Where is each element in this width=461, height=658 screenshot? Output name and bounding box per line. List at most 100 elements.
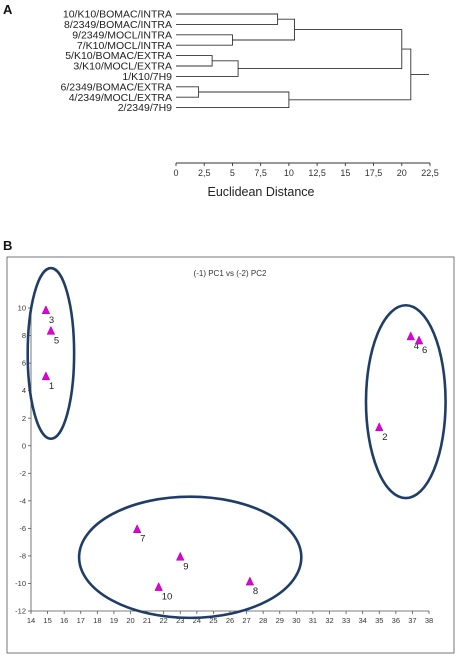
scatter-y-tick-label: 10 [18, 304, 26, 313]
dendrogram-tick-label: 15 [340, 168, 350, 178]
dendrogram-link [232, 18, 295, 41]
dendrogram-tick-label: 22,5 [421, 168, 439, 178]
scatter-x-tick-label: 27 [242, 616, 250, 625]
dendrogram-x-axis: 0 2,5 5 7,5 10 12,5 15 17,5 20 22,5 [173, 162, 439, 178]
dendrogram-link [176, 91, 290, 109]
scatter-x-tick-label: 20 [126, 616, 134, 625]
scatter-plot: (-1) PC1 vs (-2) PC2 1086420-2-4-6-8-10-… [15, 266, 447, 625]
scatter-x-tick-label: 23 [176, 616, 184, 625]
panel-b-frame [6, 256, 455, 654]
dendrogram-link [176, 13, 279, 25]
dendrogram-leaf-label: 2/2349/7H9 [118, 102, 172, 114]
dendrogram-leaf-label: 7/K10/MOCL/INTRA [77, 40, 172, 52]
dendrogram-tick-label: 5 [230, 168, 235, 178]
scatter-x-tick-label: 35 [375, 616, 383, 625]
scatter-point-label: 1 [49, 381, 54, 392]
scatter-point-label: 4 [414, 341, 419, 352]
scatter-x-tick-label: 25 [209, 616, 217, 625]
scatter-point-label: 9 [183, 561, 188, 572]
scatter-point-label: 6 [422, 345, 427, 356]
panel-a-letter: A [3, 2, 13, 17]
scatter-x-tick-label: 38 [425, 616, 433, 625]
scatter-y-tick-label: 2 [22, 414, 26, 423]
dendrogram-link [176, 55, 213, 67]
scatter-point [41, 371, 51, 381]
cluster-ellipse [26, 266, 76, 441]
scatter-point-label: 2 [382, 432, 387, 443]
dendrogram-leaf-labels: 10/K10/BOMAC/INTRA8/2349/BOMAC/INTRA9/23… [61, 9, 173, 115]
scatter-y-tick-label: 8 [22, 331, 26, 340]
scatter-point-label: 5 [54, 335, 59, 346]
dendrogram-tick-label: 20 [397, 168, 407, 178]
scatter-y-tick-label: 0 [22, 441, 26, 450]
scatter-point-label: 10 [162, 592, 173, 603]
scatter-x-tick-label: 21 [143, 616, 151, 625]
dendrogram-link [176, 86, 200, 98]
scatter-point [245, 576, 255, 586]
dendrogram-leaf-label: 3/K10/MOCL/EXTRA [73, 61, 172, 73]
scatter-point [154, 582, 163, 591]
panel-b-letter: B [3, 238, 12, 253]
scatter-x-tick-label: 16 [60, 616, 68, 625]
scatter-y-tick-label: -6 [19, 524, 26, 533]
dendrogram-link [176, 34, 233, 46]
dendrogram-leaf-label: 5/K10/BOMAC/EXTRA [65, 50, 172, 62]
scatter-point [46, 325, 56, 335]
scatter-point-label: 3 [49, 315, 54, 326]
scatter-x-tick-label: 24 [193, 616, 201, 625]
dendrogram-leaf-label: 8/2349/BOMAC/INTRA [64, 19, 172, 31]
scatter-y-tick-label: -10 [15, 579, 26, 588]
scatter-x-tick-label: 29 [276, 616, 284, 625]
scatter-y-tick-label: -12 [15, 607, 26, 616]
scatter-point-label: 7 [140, 534, 145, 545]
scatter-x-tick-label: 22 [159, 616, 167, 625]
dendrogram-leaf-label: 10/K10/BOMAC/INTRA [63, 9, 172, 21]
scatter-x-tick-label: 37 [408, 616, 416, 625]
scatter-x-tick-label: 36 [392, 616, 400, 625]
scatter-point [414, 335, 424, 345]
dendrogram-link [238, 29, 403, 70]
scatter-point [406, 331, 415, 341]
dendrogram-leaf-label: 6/2349/BOMAC/EXTRA [61, 81, 172, 93]
dendrogram-x-axis-title: Euclidean Distance [207, 185, 314, 199]
dendrogram-tick-label: 17,5 [365, 168, 383, 178]
scatter-point [132, 524, 142, 533]
scatter-x-tick-label: 34 [358, 616, 366, 625]
scatter-x-tick-label: 31 [309, 616, 317, 625]
dendrogram: 10/K10/BOMAC/INTRA8/2349/BOMAC/INTRA9/23… [61, 9, 439, 199]
scatter-x-tick-label: 33 [342, 616, 350, 625]
dendrogram-link [176, 60, 239, 77]
dendrogram-tick-label: 12,5 [308, 168, 326, 178]
scatter-point [41, 305, 51, 315]
scatter-x-tick-label: 28 [259, 616, 267, 625]
scatter-point [176, 551, 185, 561]
scatter-title: (-1) PC1 vs (-2) PC2 [194, 269, 267, 278]
scatter-point-label: 8 [253, 586, 258, 597]
scatter-x-tick-label: 17 [77, 616, 85, 625]
scatter-x-tick-label: 30 [292, 616, 300, 625]
dendrogram-tick-label: 10 [284, 168, 294, 178]
scatter-x-tick-label: 14 [27, 616, 35, 625]
scatter-x-tick-label: 19 [110, 616, 118, 625]
dendrogram-leaf-label: 4/2349/MOCL/EXTRA [69, 92, 172, 104]
scatter-x-tick-label: 18 [93, 616, 101, 625]
scatter-group-ellipses [26, 266, 447, 620]
scatter-y-tick-label: -2 [19, 469, 26, 478]
scatter-points: 1 2 3 4 5 6 7 8 9 10 [41, 305, 427, 603]
cluster-ellipse [77, 495, 303, 620]
dendrogram-leaf-label: 1/K10/7H9 [122, 71, 172, 83]
dendrogram-leaf-label: 9/2349/MOCL/INTRA [72, 29, 172, 41]
dendrogram-tick-label: 0 [173, 168, 178, 178]
scatter-x-tick-label: 26 [226, 616, 234, 625]
scatter-x-tick-label: 15 [43, 616, 51, 625]
dendrogram-link [288, 48, 412, 101]
scatter-y-tick-label: 4 [22, 386, 26, 395]
scatter-point [375, 422, 384, 432]
scatter-y-tick-label: 6 [22, 359, 26, 368]
dendrogram-links [176, 13, 429, 109]
dendrogram-tick-label: 2,5 [198, 168, 211, 178]
scatter-y-tick-label: -4 [19, 496, 26, 505]
cluster-ellipse [364, 303, 447, 500]
